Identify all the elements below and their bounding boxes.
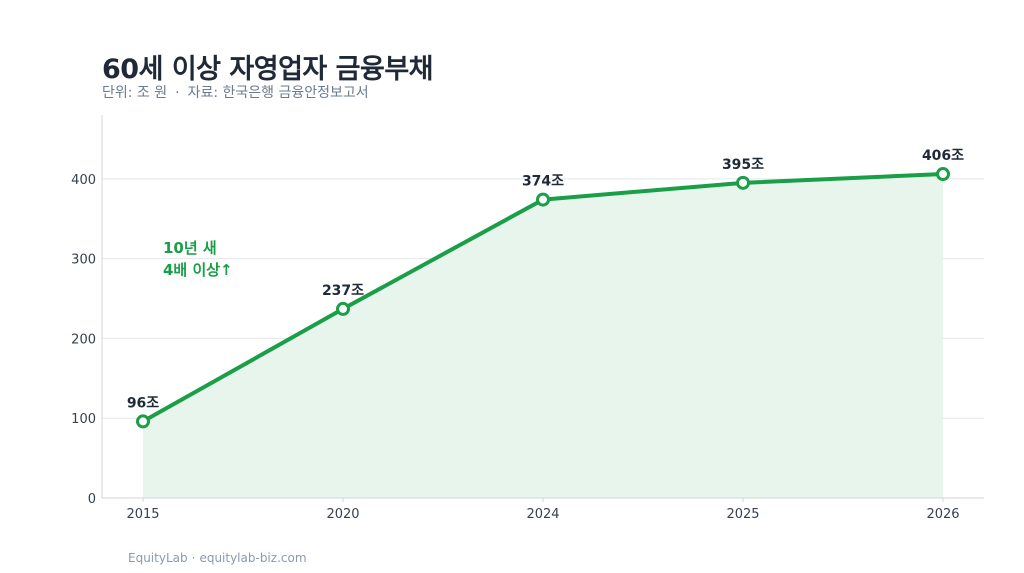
annotation-line-1: 10년 새	[163, 239, 217, 257]
y-tick-label: 400	[71, 173, 96, 188]
chart-subtitle: 단위: 조 원 · 자료: 한국은행 금융안정보고서	[102, 82, 369, 102]
y-tick-label: 200	[71, 332, 96, 347]
footer: EquityLab · equitylab-biz.com	[128, 551, 307, 565]
y-tick-label: 100	[71, 412, 96, 427]
data-label: 395조	[722, 157, 764, 173]
footer-brand: EquityLab	[128, 551, 188, 565]
data-label: 374조	[522, 174, 564, 190]
footer-site: equitylab-biz.com	[199, 551, 307, 565]
unit-label: 단위: 조 원	[102, 85, 168, 101]
chart-title: 60세 이상 자영업자 금융부채	[102, 54, 434, 85]
x-tick-labels: 2015 2020 2024 2025 2026	[126, 498, 960, 522]
data-point	[936, 167, 950, 182]
area-fill-path	[143, 174, 943, 498]
y-tick-labels: 0 100 200 300 400	[71, 173, 96, 507]
x-tick-label: 2025	[726, 507, 759, 522]
data-point	[736, 175, 750, 190]
y-tick-label: 300	[71, 253, 96, 268]
data-point	[336, 301, 350, 316]
data-points	[136, 167, 950, 429]
data-label: 96조	[127, 395, 159, 411]
annotation-line-2: 4배 이상↑	[163, 261, 233, 279]
data-point	[536, 192, 550, 207]
y-tick-label: 0	[88, 492, 96, 507]
source-label: 자료: 한국은행 금융안정보고서	[187, 85, 369, 101]
data-labels: 96조 237조 374조 395조 406조	[127, 148, 964, 411]
data-label: 406조	[922, 148, 964, 164]
x-tick-label: 2026	[926, 507, 959, 522]
x-tick-label: 2015	[126, 507, 159, 522]
subtitle-separator: ·	[175, 85, 180, 101]
x-tick-label: 2024	[526, 507, 559, 522]
data-point	[136, 414, 150, 429]
data-label: 237조	[322, 283, 364, 299]
x-tick-label: 2020	[326, 507, 359, 522]
area-fill	[143, 174, 943, 498]
footer-separator: ·	[191, 551, 196, 565]
